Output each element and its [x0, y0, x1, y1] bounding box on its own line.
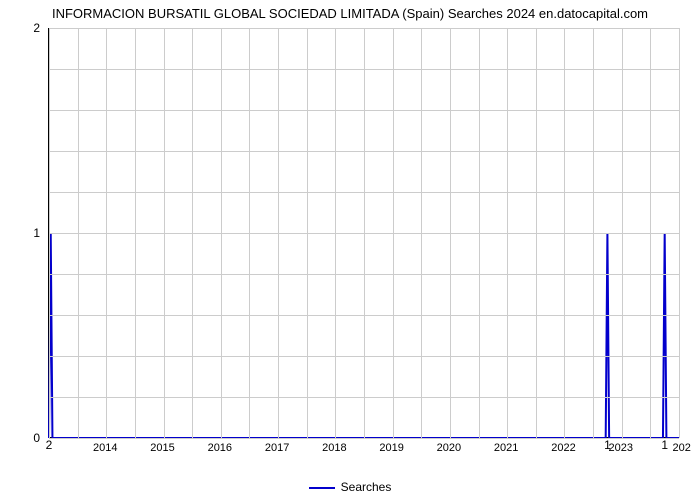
vgrid-line [650, 28, 651, 438]
vgrid-line [135, 28, 136, 438]
vgrid-line [622, 28, 623, 438]
chart-title: INFORMACION BURSATIL GLOBAL SOCIEDAD LIM… [0, 6, 700, 21]
x-annotation: 1 [661, 438, 668, 452]
vgrid-line [78, 28, 79, 438]
x-tick-label: 2017 [265, 438, 289, 454]
vgrid-line [106, 28, 107, 438]
hgrid-line [49, 438, 679, 439]
x-tick-label: 202 [672, 438, 690, 454]
legend-swatch [309, 487, 335, 489]
vgrid-line [307, 28, 308, 438]
x-annotation: 2 [46, 438, 53, 452]
vgrid-line [49, 28, 50, 438]
vgrid-line [479, 28, 480, 438]
vgrid-line [221, 28, 222, 438]
vgrid-line [593, 28, 594, 438]
vgrid-line [679, 28, 680, 438]
plot-area: 211 [48, 28, 678, 438]
chart-container: INFORMACION BURSATIL GLOBAL SOCIEDAD LIM… [0, 0, 700, 500]
x-tick-label: 2015 [150, 438, 174, 454]
vgrid-line [393, 28, 394, 438]
vgrid-line [421, 28, 422, 438]
vgrid-line [192, 28, 193, 438]
x-tick-label: 2023 [608, 438, 632, 454]
x-tick-label: 2014 [93, 438, 117, 454]
vgrid-line [278, 28, 279, 438]
y-tick-label: 1 [0, 226, 40, 240]
vgrid-line [249, 28, 250, 438]
vgrid-line [364, 28, 365, 438]
x-tick-label: 2021 [494, 438, 518, 454]
vgrid-line [564, 28, 565, 438]
x-tick-label: 2018 [322, 438, 346, 454]
vgrid-line [335, 28, 336, 438]
vgrid-line [507, 28, 508, 438]
x-tick-label: 2019 [379, 438, 403, 454]
x-tick-label: 2016 [208, 438, 232, 454]
vgrid-line [450, 28, 451, 438]
x-tick-label: 2020 [437, 438, 461, 454]
y-tick-label: 2 [0, 21, 40, 35]
y-tick-label: 0 [0, 431, 40, 445]
vgrid-line [164, 28, 165, 438]
vgrid-line [536, 28, 537, 438]
legend: Searches [0, 480, 700, 494]
legend-label: Searches [341, 480, 392, 494]
x-tick-label: 2022 [551, 438, 575, 454]
